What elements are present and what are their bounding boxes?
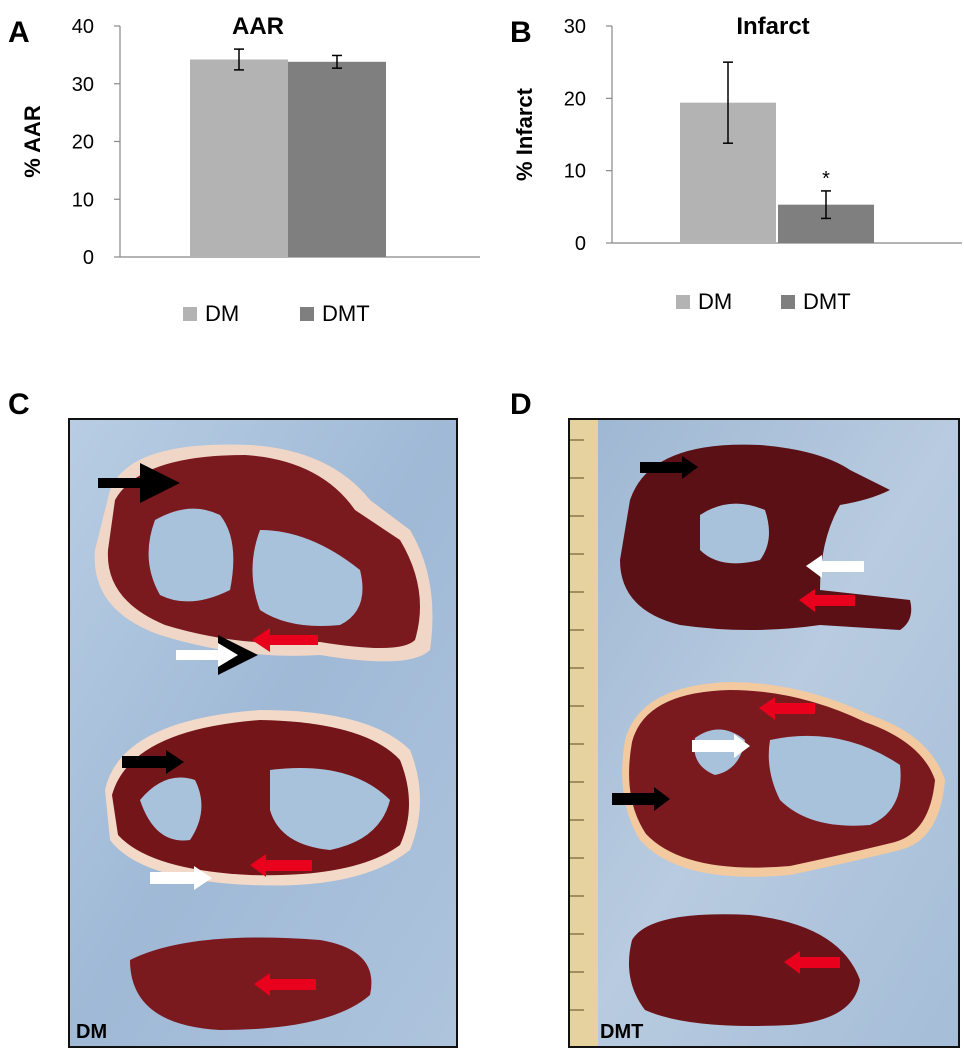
legend-swatch-dm [183,307,197,321]
legend-swatch-dm [676,295,690,309]
heart-sections-dm-image [70,420,456,1046]
black-arrow-icon [640,456,698,479]
y-tick-label: 10 [564,161,586,183]
panel-label-c: C [8,388,30,421]
chart-aar: 0 10 20 30 40 AAR % AAR DM DMT 0 10 20 30 Infarct % In… [20,13,962,326]
panel-label-a: A [8,16,30,49]
red-arrow-icon [799,589,855,612]
legend-label-dmt: DMT [322,301,370,326]
red-arrow-icon [250,854,312,877]
red-arrow-icon [254,973,316,996]
y-tick-label: 10 [72,189,94,211]
y-tick-label: 20 [564,88,586,110]
y-axis-label: % AAR [20,105,45,178]
y-tick-label: 40 [72,16,94,38]
photo-caption-dm: DM [76,1021,108,1043]
y-tick-label: 30 [72,74,94,96]
heart-photo-dmt: DMT [568,418,960,1048]
black-arrow-icon [612,787,670,811]
white-arrow-icon [150,866,212,890]
panel-label-b: B [510,16,532,49]
y-tick-label: 20 [72,132,94,154]
chart-title: Infarct [736,13,809,40]
red-arrow-icon [252,628,318,652]
y-axis-label: % Infarct [512,87,537,181]
y-tick-label: 30 [564,16,586,38]
panel-label-d: D [510,388,532,421]
y-tick-label: 0 [83,247,94,269]
legend-label-dm: DM [698,289,732,314]
legend-label-dmt: DMT [803,289,851,314]
legend-swatch-dmt [781,295,795,309]
legend-swatch-dmt [300,307,314,321]
chart-title: AAR [232,13,284,40]
ruler [570,420,598,1046]
red-arrow-icon [784,951,840,974]
photo-caption-dmt: DMT [600,1021,644,1043]
bar-dm [190,59,288,258]
black-arrow-icon [122,750,184,774]
white-arrow-icon [692,734,750,758]
red-arrow-icon [759,697,815,720]
significance-asterisk: * [822,168,830,190]
white-arrow-icon [806,555,864,578]
heart-sections-dmt-image [570,420,958,1046]
bar-dmt [288,61,386,258]
y-tick-label: 0 [575,233,586,255]
white-arrow-icon [176,635,258,675]
legend-label-dm: DM [205,301,239,326]
heart-photo-dm: DM [68,418,458,1048]
